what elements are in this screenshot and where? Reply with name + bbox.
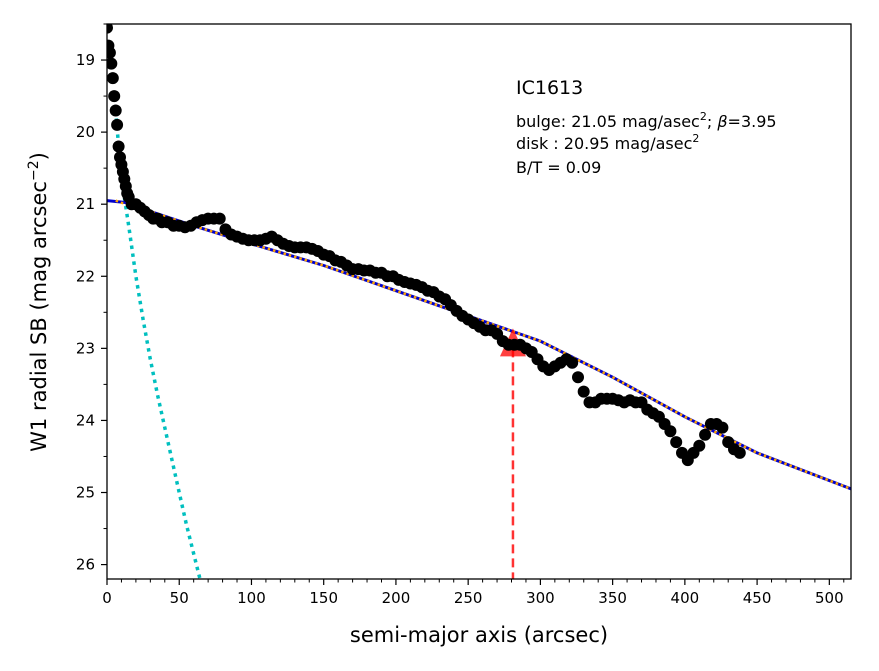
bulge-fit-text: bulge: 21.05 mag/asec2; β=3.95	[516, 110, 777, 131]
data-point	[109, 104, 122, 117]
data-point	[693, 439, 706, 452]
x-tick-label: 150	[309, 589, 338, 607]
data-point	[107, 46, 116, 59]
data-point	[699, 428, 712, 441]
data-point	[108, 90, 121, 103]
data-point	[572, 371, 584, 384]
data-point	[111, 118, 124, 131]
x-tick-label: 100	[237, 589, 266, 607]
x-tick-label: 50	[170, 589, 189, 607]
bulge-fit-exponent: 2	[700, 110, 707, 123]
data-point	[664, 425, 677, 438]
data-point	[107, 24, 113, 34]
y-axis-ticks: 19 20 21 22 23 24 25 26	[76, 23, 107, 574]
bulge-fit-separator: ;	[707, 112, 717, 131]
series-layer	[107, 24, 851, 579]
x-axis-ticks: 0 50 100 150 200 250 300 350 400 450 500	[102, 579, 845, 607]
y-axis-label: W1 radial SB (mag arcsec−2)	[26, 152, 51, 452]
y-tick-label: 24	[76, 411, 95, 429]
y-tick-label: 19	[76, 51, 95, 69]
x-tick-label: 200	[382, 589, 411, 607]
y-tick-label: 22	[76, 267, 95, 285]
x-tick-label: 400	[671, 589, 700, 607]
disk-fit-exponent: 2	[692, 132, 699, 145]
y-axis-label-exponent: −2	[26, 160, 42, 181]
disk-fit-line	[107, 199, 851, 491]
x-tick-label: 450	[743, 589, 772, 607]
data-point	[107, 72, 119, 85]
data-point	[716, 421, 729, 434]
x-tick-label: 350	[598, 589, 627, 607]
y-axis-label-close: )	[27, 152, 51, 160]
bulge-fit-line	[113, 110, 202, 579]
data-points	[107, 24, 746, 467]
x-tick-label: 500	[815, 589, 844, 607]
y-axis-label-main: W1 radial SB (mag arcsec	[27, 181, 51, 452]
disk-fit-prefix: disk : 20.95 mag/asec	[516, 134, 692, 153]
x-tick-label: 250	[454, 589, 483, 607]
data-point	[566, 356, 579, 369]
bulge-fit-prefix: bulge: 21.05 mag/asec	[516, 112, 700, 131]
y-tick-label: 26	[76, 556, 95, 574]
data-point	[577, 385, 590, 398]
data-point	[213, 212, 226, 225]
bulge-beta-symbol: β	[716, 112, 727, 131]
fit-annotation: IC1613 bulge: 21.05 mag/asec2; β=3.95 di…	[516, 77, 777, 177]
data-point	[112, 140, 125, 153]
y-tick-label: 20	[76, 123, 95, 141]
plot-frame	[106, 23, 852, 580]
galaxy-name: IC1613	[516, 77, 583, 99]
y-tick-label: 25	[76, 484, 95, 502]
data-point	[670, 436, 683, 449]
bulge-to-total-text: B/T = 0.09	[516, 158, 601, 177]
total-fit-line	[115, 199, 851, 491]
disk-fit-text: disk : 20.95 mag/asec2	[516, 132, 699, 153]
data-point	[107, 57, 118, 70]
x-axis-label: semi-major axis (arcsec)	[350, 623, 608, 647]
y-tick-label: 23	[76, 339, 95, 357]
x-tick-label: 0	[102, 589, 112, 607]
y-tick-label: 21	[76, 195, 95, 213]
bulge-beta-value: =3.95	[728, 112, 777, 131]
x-tick-label: 300	[526, 589, 555, 607]
data-point	[733, 446, 746, 459]
